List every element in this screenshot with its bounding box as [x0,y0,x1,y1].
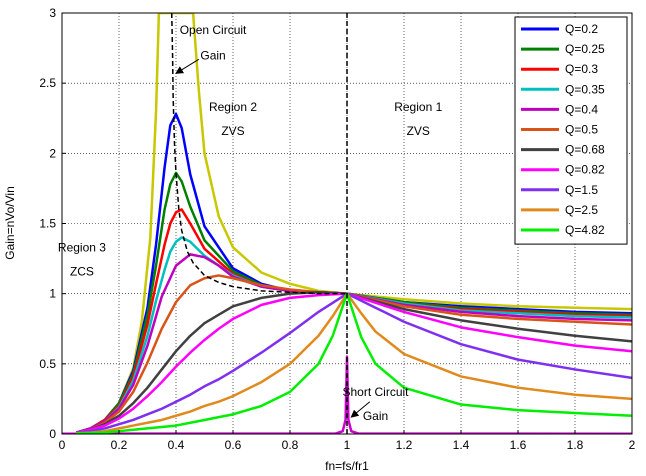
curves [62,13,632,434]
short-circuit-arrow [350,401,371,418]
y-tick-label: 2.5 [39,76,56,90]
x-tick-label: 0.4 [168,438,185,452]
series-line [76,274,632,434]
y-tick-label: 2 [49,146,56,160]
annotations: Open Circuit Gain Region 2 ZVS Region 1 ZVS Re… [58,23,443,423]
series-line [76,292,632,434]
axis-ticks: 0 0.2 0.4 0.6 0.8 1 1.2 1.4 1.6 1.8 2 0 0.5 1 1.5 2 2.5 3 [39,6,635,452]
series-line [76,291,632,434]
legend-label: Q=0.4 [565,102,598,116]
legend-label: Q=4.82 [565,223,605,237]
legend-label: Q=0.3 [565,62,598,76]
y-tick-label: 1.5 [39,217,56,231]
legend-label: Q=0.5 [565,123,598,137]
x-tick-label: 1.2 [396,438,413,452]
x-tick-label: 0.8 [282,438,299,452]
x-tick-label: 1.6 [510,438,527,452]
open-circuit-arrow [175,58,200,74]
series-line [75,236,632,434]
legend-label: Q=2.5 [565,203,598,217]
legend: Q=0.2 Q=0.25 Q=0.3 Q=0.35 Q=0.4 Q=0.5 Q=0.68 Q=… [514,16,628,245]
series-line [75,253,632,434]
legend-label: Q=0.82 [565,163,605,177]
region3-line1: Region 3 [58,241,106,255]
short-circuit-line2: Gain [363,409,388,423]
y-axis-label: Gain=nVo/Vin [3,186,17,260]
legend-label: Q=0.2 [565,22,598,36]
region1-line2: ZVS [407,124,430,138]
y-tick-label: 0 [49,427,56,441]
x-tick-label: 0.6 [225,438,242,452]
x-tick-label: 0 [59,438,66,452]
region2-line1: Region 2 [209,100,257,114]
legend-label: Q=0.68 [565,143,605,157]
x-tick-label: 2 [629,438,636,452]
region3-line2: ZCS [70,264,94,278]
short-circuit-gain-line [62,355,632,434]
series-line [76,292,632,434]
peak-gain-locus-line [170,13,347,295]
x-tick-label: 0.2 [111,438,128,452]
series-line [76,292,632,434]
x-tick-label: 1 [344,438,351,452]
x-axis-label: fn=fs/fr1 [325,459,369,473]
short-circuit-line1: Short Circuit [342,385,409,399]
open-circuit-line2: Gain [200,48,225,62]
region2-line2: ZVS [221,124,244,138]
region1-line1: Region 1 [394,100,442,114]
legend-label: Q=0.25 [565,42,605,56]
legend-label: Q=1.5 [565,183,598,197]
y-tick-label: 3 [49,6,56,20]
legend-label: Q=0.35 [565,82,605,96]
x-tick-label: 1.4 [453,438,470,452]
y-tick-label: 1 [49,287,56,301]
open-circuit-line1: Open Circuit [180,23,247,37]
series-line [76,292,632,434]
y-tick-label: 0.5 [39,357,56,371]
x-tick-label: 1.8 [567,438,584,452]
